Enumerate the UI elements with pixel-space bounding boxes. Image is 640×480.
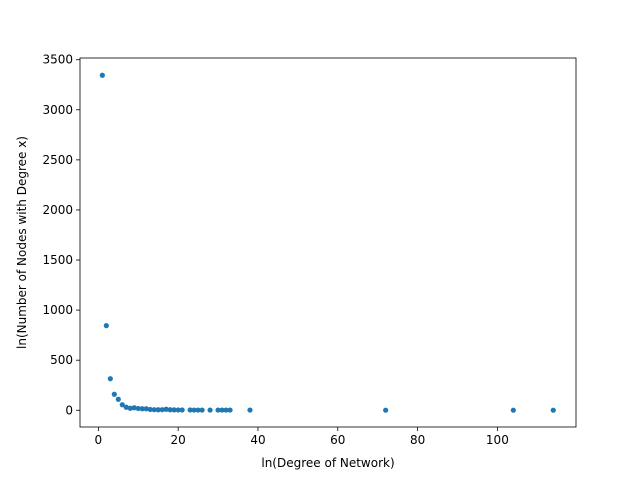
data-point: [123, 404, 129, 410]
data-points: [99, 72, 556, 413]
y-tick-label: 3000: [42, 103, 73, 117]
x-tick-label: 20: [171, 433, 186, 447]
data-point: [207, 407, 213, 413]
x-tick-label: 0: [95, 433, 103, 447]
data-point: [510, 407, 516, 413]
data-point: [550, 407, 556, 413]
data-point: [195, 407, 201, 413]
data-point: [163, 406, 169, 412]
x-axis-ticks: 0 20 40 60 80 100: [95, 427, 509, 447]
data-point: [219, 407, 225, 413]
y-tick-label: 1500: [42, 253, 73, 267]
data-point: [187, 407, 193, 413]
data-point: [171, 407, 177, 413]
y-tick-label: 3500: [42, 53, 73, 67]
x-axis-label: ln(Degree of Network): [261, 456, 394, 470]
axes-frame: [79, 57, 577, 428]
data-point: [223, 407, 229, 413]
y-tick-label: 500: [50, 353, 73, 367]
x-tick-label: 60: [330, 433, 345, 447]
data-point: [143, 406, 149, 412]
data-point: [167, 407, 173, 413]
y-tick-label: 2500: [42, 153, 73, 167]
data-point: [115, 396, 121, 402]
y-axis-label: ln(Number of Nodes with Degree x): [15, 136, 29, 349]
data-point: [151, 407, 157, 413]
data-point: [215, 407, 221, 413]
data-point: [135, 405, 141, 412]
data-point: [119, 402, 125, 408]
data-point: [131, 405, 137, 411]
y-tick-label: 2000: [42, 203, 73, 217]
x-tick-label: 80: [410, 433, 425, 447]
data-point: [199, 407, 205, 413]
data-point: [175, 407, 181, 413]
data-point: [179, 407, 185, 413]
y-axis-ticks: 0 500 1000 1500 2000 2500 3000 3500: [42, 53, 80, 417]
data-point: [139, 406, 145, 412]
data-point: [147, 406, 153, 413]
data-point: [159, 407, 165, 413]
data-point: [191, 407, 197, 413]
data-point: [103, 323, 109, 329]
data-point: [127, 405, 133, 411]
data-point: [155, 407, 161, 413]
y-tick-label: 0: [65, 403, 73, 417]
data-point: [247, 407, 253, 413]
data-point: [99, 72, 105, 78]
data-point: [111, 391, 117, 397]
x-tick-label: 40: [250, 433, 265, 447]
data-point: [383, 407, 389, 413]
x-tick-label: 100: [486, 433, 509, 447]
data-point: [107, 376, 113, 382]
data-point: [227, 407, 233, 413]
y-tick-label: 1000: [42, 303, 73, 317]
